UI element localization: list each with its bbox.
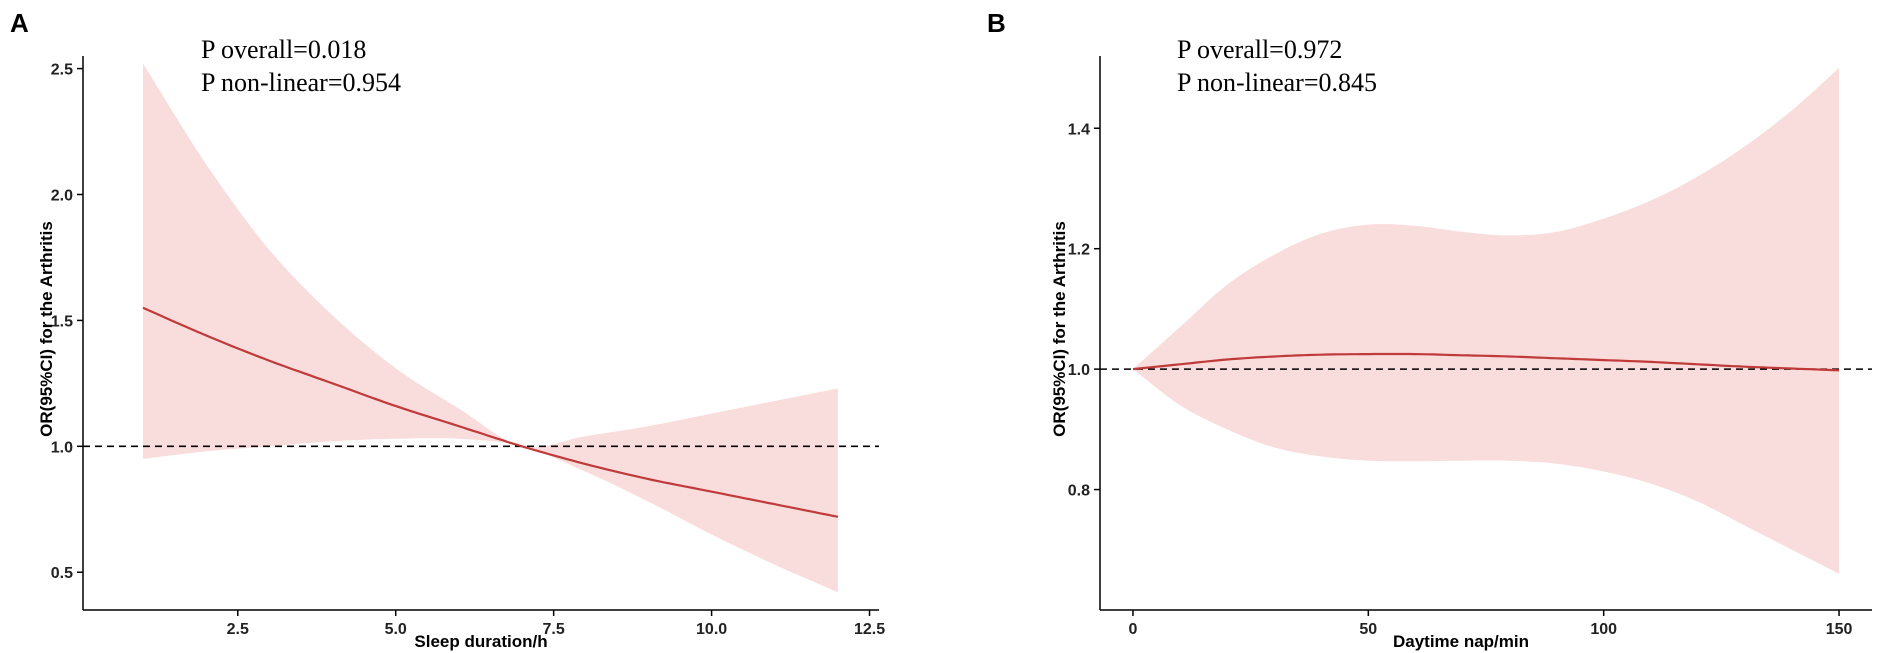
or-curve-b bbox=[1132, 352, 1840, 372]
y-tick-label-a: 2.0 bbox=[51, 188, 73, 205]
p-nonlinear-b: P non-linear=0.845 bbox=[1177, 68, 1377, 97]
panel-b: B P overall=0.972 P non-linear=0.845 0 50… bbox=[987, 8, 1872, 651]
x-tick-label-a: 2.5 bbox=[227, 621, 249, 638]
y-tick-label-b: 1.2 bbox=[1068, 242, 1090, 259]
x-tick-label-b: 100 bbox=[1590, 621, 1617, 638]
y-tick-label-b: 1.0 bbox=[1068, 362, 1090, 379]
panel-a: A P overall=0.018 P non-linear=0.954 2.5… bbox=[10, 8, 885, 651]
x-tick-label-a: 12.5 bbox=[854, 621, 885, 638]
x-axis-title-a: Sleep duration/h bbox=[414, 632, 547, 651]
x-tick-label-b: 150 bbox=[1826, 621, 1853, 638]
y-tick-label-b: 1.4 bbox=[1068, 121, 1090, 138]
or-curve-a bbox=[142, 306, 839, 518]
ci-band-a bbox=[143, 63, 838, 593]
x-tick-label-a: 10.0 bbox=[696, 621, 727, 638]
y-axis-title-a: OR(95%CI) for the Arthritis bbox=[37, 221, 56, 437]
x-tick-label-b: 0 bbox=[1128, 621, 1137, 638]
p-overall-a: P overall=0.018 bbox=[201, 35, 366, 64]
panel-letter-b: B bbox=[987, 8, 1006, 38]
y-tick-label-a: 1.5 bbox=[51, 313, 73, 330]
p-nonlinear-a: P non-linear=0.954 bbox=[201, 68, 401, 97]
y-tick-label-a: 1.0 bbox=[51, 439, 73, 456]
y-tick-label-a: 0.5 bbox=[51, 565, 73, 582]
x-tick-label-a: 5.0 bbox=[385, 621, 407, 638]
y-axis-title-b: OR(95%CI) for the Arthritis bbox=[1050, 221, 1069, 437]
y-tick-label-a: 2.5 bbox=[51, 62, 73, 79]
x-tick-label-b: 50 bbox=[1359, 621, 1377, 638]
x-axis-title-b: Daytime nap/min bbox=[1393, 632, 1529, 651]
p-overall-b: P overall=0.972 bbox=[1177, 35, 1342, 64]
y-tick-label-b: 0.8 bbox=[1068, 483, 1090, 500]
panel-letter-a: A bbox=[10, 8, 29, 38]
x-tick-label-a: 7.5 bbox=[543, 621, 565, 638]
ci-band-b bbox=[1133, 68, 1839, 574]
